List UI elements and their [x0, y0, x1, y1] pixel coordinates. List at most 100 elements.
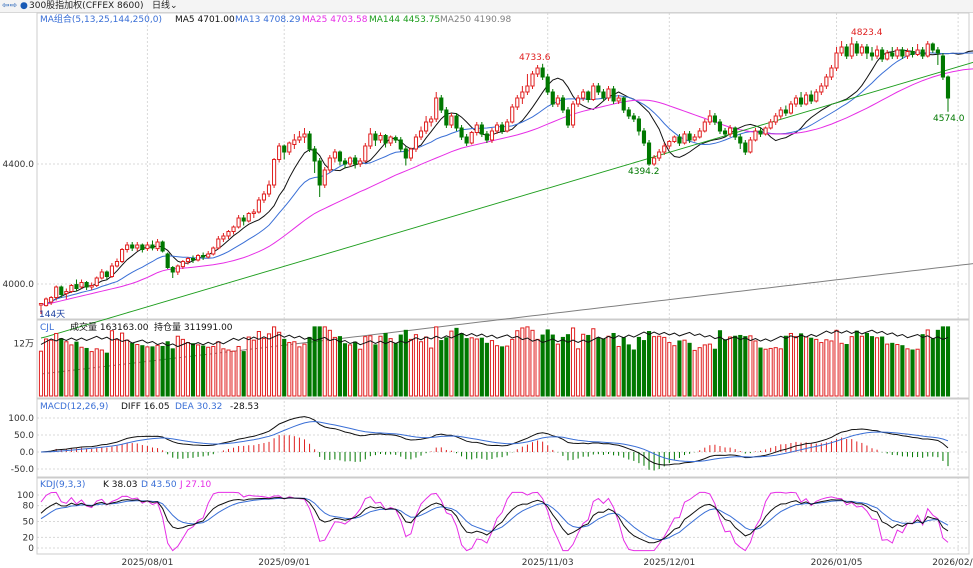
- candle-body: [748, 139, 753, 153]
- volume-bar: [601, 338, 606, 397]
- candle-body: [824, 76, 829, 87]
- candle-body: [302, 133, 307, 138]
- candle-body: [277, 145, 282, 160]
- candle-body: [793, 97, 799, 105]
- volume-bar: [190, 343, 196, 397]
- candle-body: [353, 157, 358, 165]
- ma13-line: [40, 52, 973, 306]
- volume-bar: [170, 348, 175, 397]
- volume-bar: [403, 329, 408, 397]
- candle-body: [494, 124, 500, 132]
- volume-bar: [307, 336, 312, 397]
- kdj-legend-name[interactable]: KDJ(9,3,3): [40, 480, 85, 490]
- ma144-legend: MA144 4453.75: [369, 15, 440, 25]
- candle-body: [201, 255, 206, 258]
- volume-bar: [297, 346, 302, 397]
- volume-bar: [444, 337, 449, 397]
- volume-bar: [586, 334, 591, 397]
- volume-bar: [702, 344, 707, 397]
- volume-bar: [880, 336, 885, 397]
- candle-body: [307, 133, 312, 150]
- k-legend: K 38.03: [103, 480, 138, 490]
- candle-body: [363, 145, 368, 162]
- candle-body: [809, 94, 814, 102]
- volume-bar: [738, 334, 743, 397]
- ma250-legend: MA250 4190.98: [440, 15, 511, 25]
- candle-body: [626, 109, 631, 117]
- volume-bar: [768, 347, 773, 397]
- volume-bar: [677, 340, 682, 397]
- volume-bar: [292, 341, 297, 397]
- volume-bar: [358, 348, 363, 397]
- candle-body: [89, 285, 94, 288]
- candle-body: [798, 97, 804, 105]
- period-selector[interactable]: 日线⌄: [152, 0, 178, 12]
- kdj-tick-label: 20: [23, 533, 35, 543]
- volume-bar: [940, 326, 946, 397]
- candle-body: [185, 258, 191, 262]
- price-layer: [38, 37, 973, 375]
- candle-body: [652, 157, 657, 165]
- nav-arrows-icon[interactable]: ⇦⇨: [2, 1, 18, 11]
- candle-body: [945, 76, 951, 99]
- candle-body: [104, 271, 109, 277]
- volume-bar: [104, 352, 109, 397]
- volume-bar: [231, 350, 236, 397]
- volume-bar: [920, 334, 925, 397]
- macd-tick-label: 0.0: [20, 448, 35, 458]
- candle-body: [231, 226, 236, 232]
- candle-body: [43, 298, 49, 307]
- volume-bar: [910, 349, 915, 397]
- candle-body: [241, 217, 246, 222]
- date-label: 2025/12/01: [643, 558, 695, 568]
- volume-bar: [819, 342, 824, 397]
- date-label: 2026/01/05: [811, 558, 863, 568]
- volume-bar: [809, 337, 814, 397]
- candle-body: [510, 106, 515, 123]
- volume-bar: [854, 330, 859, 397]
- candle-body: [819, 85, 824, 93]
- volume-bar: [114, 339, 120, 397]
- volume-bar: [945, 326, 951, 397]
- candle-body: [560, 97, 565, 111]
- ma5-line: [40, 49, 973, 306]
- volume-bar: [667, 342, 672, 397]
- volume-bar: [874, 337, 880, 397]
- volume-bar: [165, 341, 170, 397]
- volume-bar: [697, 347, 702, 397]
- volume-legend-name[interactable]: CJL: [40, 323, 54, 333]
- volume-bar: [302, 343, 307, 397]
- price-tick-label: 4000.0: [3, 280, 35, 290]
- dea-legend: DEA 30.32: [175, 402, 222, 412]
- volume-bar: [758, 347, 763, 397]
- volume-bar: [383, 332, 388, 397]
- volume-bar: [621, 337, 626, 397]
- volume-bar: [591, 328, 596, 397]
- candle-body: [120, 249, 125, 262]
- volume-bar: [196, 344, 201, 397]
- candle-body: [768, 121, 773, 129]
- macd-tick-label: 100.0: [8, 414, 34, 424]
- candle-body: [479, 124, 484, 135]
- candle-body: [272, 159, 277, 186]
- status-dot-icon: ●: [20, 1, 28, 11]
- price-legend-name[interactable]: MA组合(5,13,25,144,250,0): [40, 13, 162, 25]
- volume-bar: [109, 330, 115, 397]
- instrument-title: 300股指加权(CFFEX 8600): [29, 1, 144, 11]
- volume-bar: [834, 329, 839, 397]
- volume-bar: [636, 336, 641, 397]
- candle-body: [368, 133, 373, 147]
- candle-body: [327, 157, 332, 171]
- volume-bar: [515, 330, 520, 397]
- volume-bar: [327, 329, 332, 397]
- candle-body: [672, 136, 677, 142]
- volume-bar: [160, 345, 165, 397]
- candle-body: [591, 85, 596, 100]
- macd-legend-name[interactable]: MACD(12,26,9): [40, 402, 108, 412]
- days-marker: 144天: [39, 310, 65, 320]
- volume-bar: [798, 333, 804, 397]
- volume-bar: [180, 338, 185, 397]
- volume-bar: [120, 332, 125, 397]
- volume-bar: [449, 330, 454, 397]
